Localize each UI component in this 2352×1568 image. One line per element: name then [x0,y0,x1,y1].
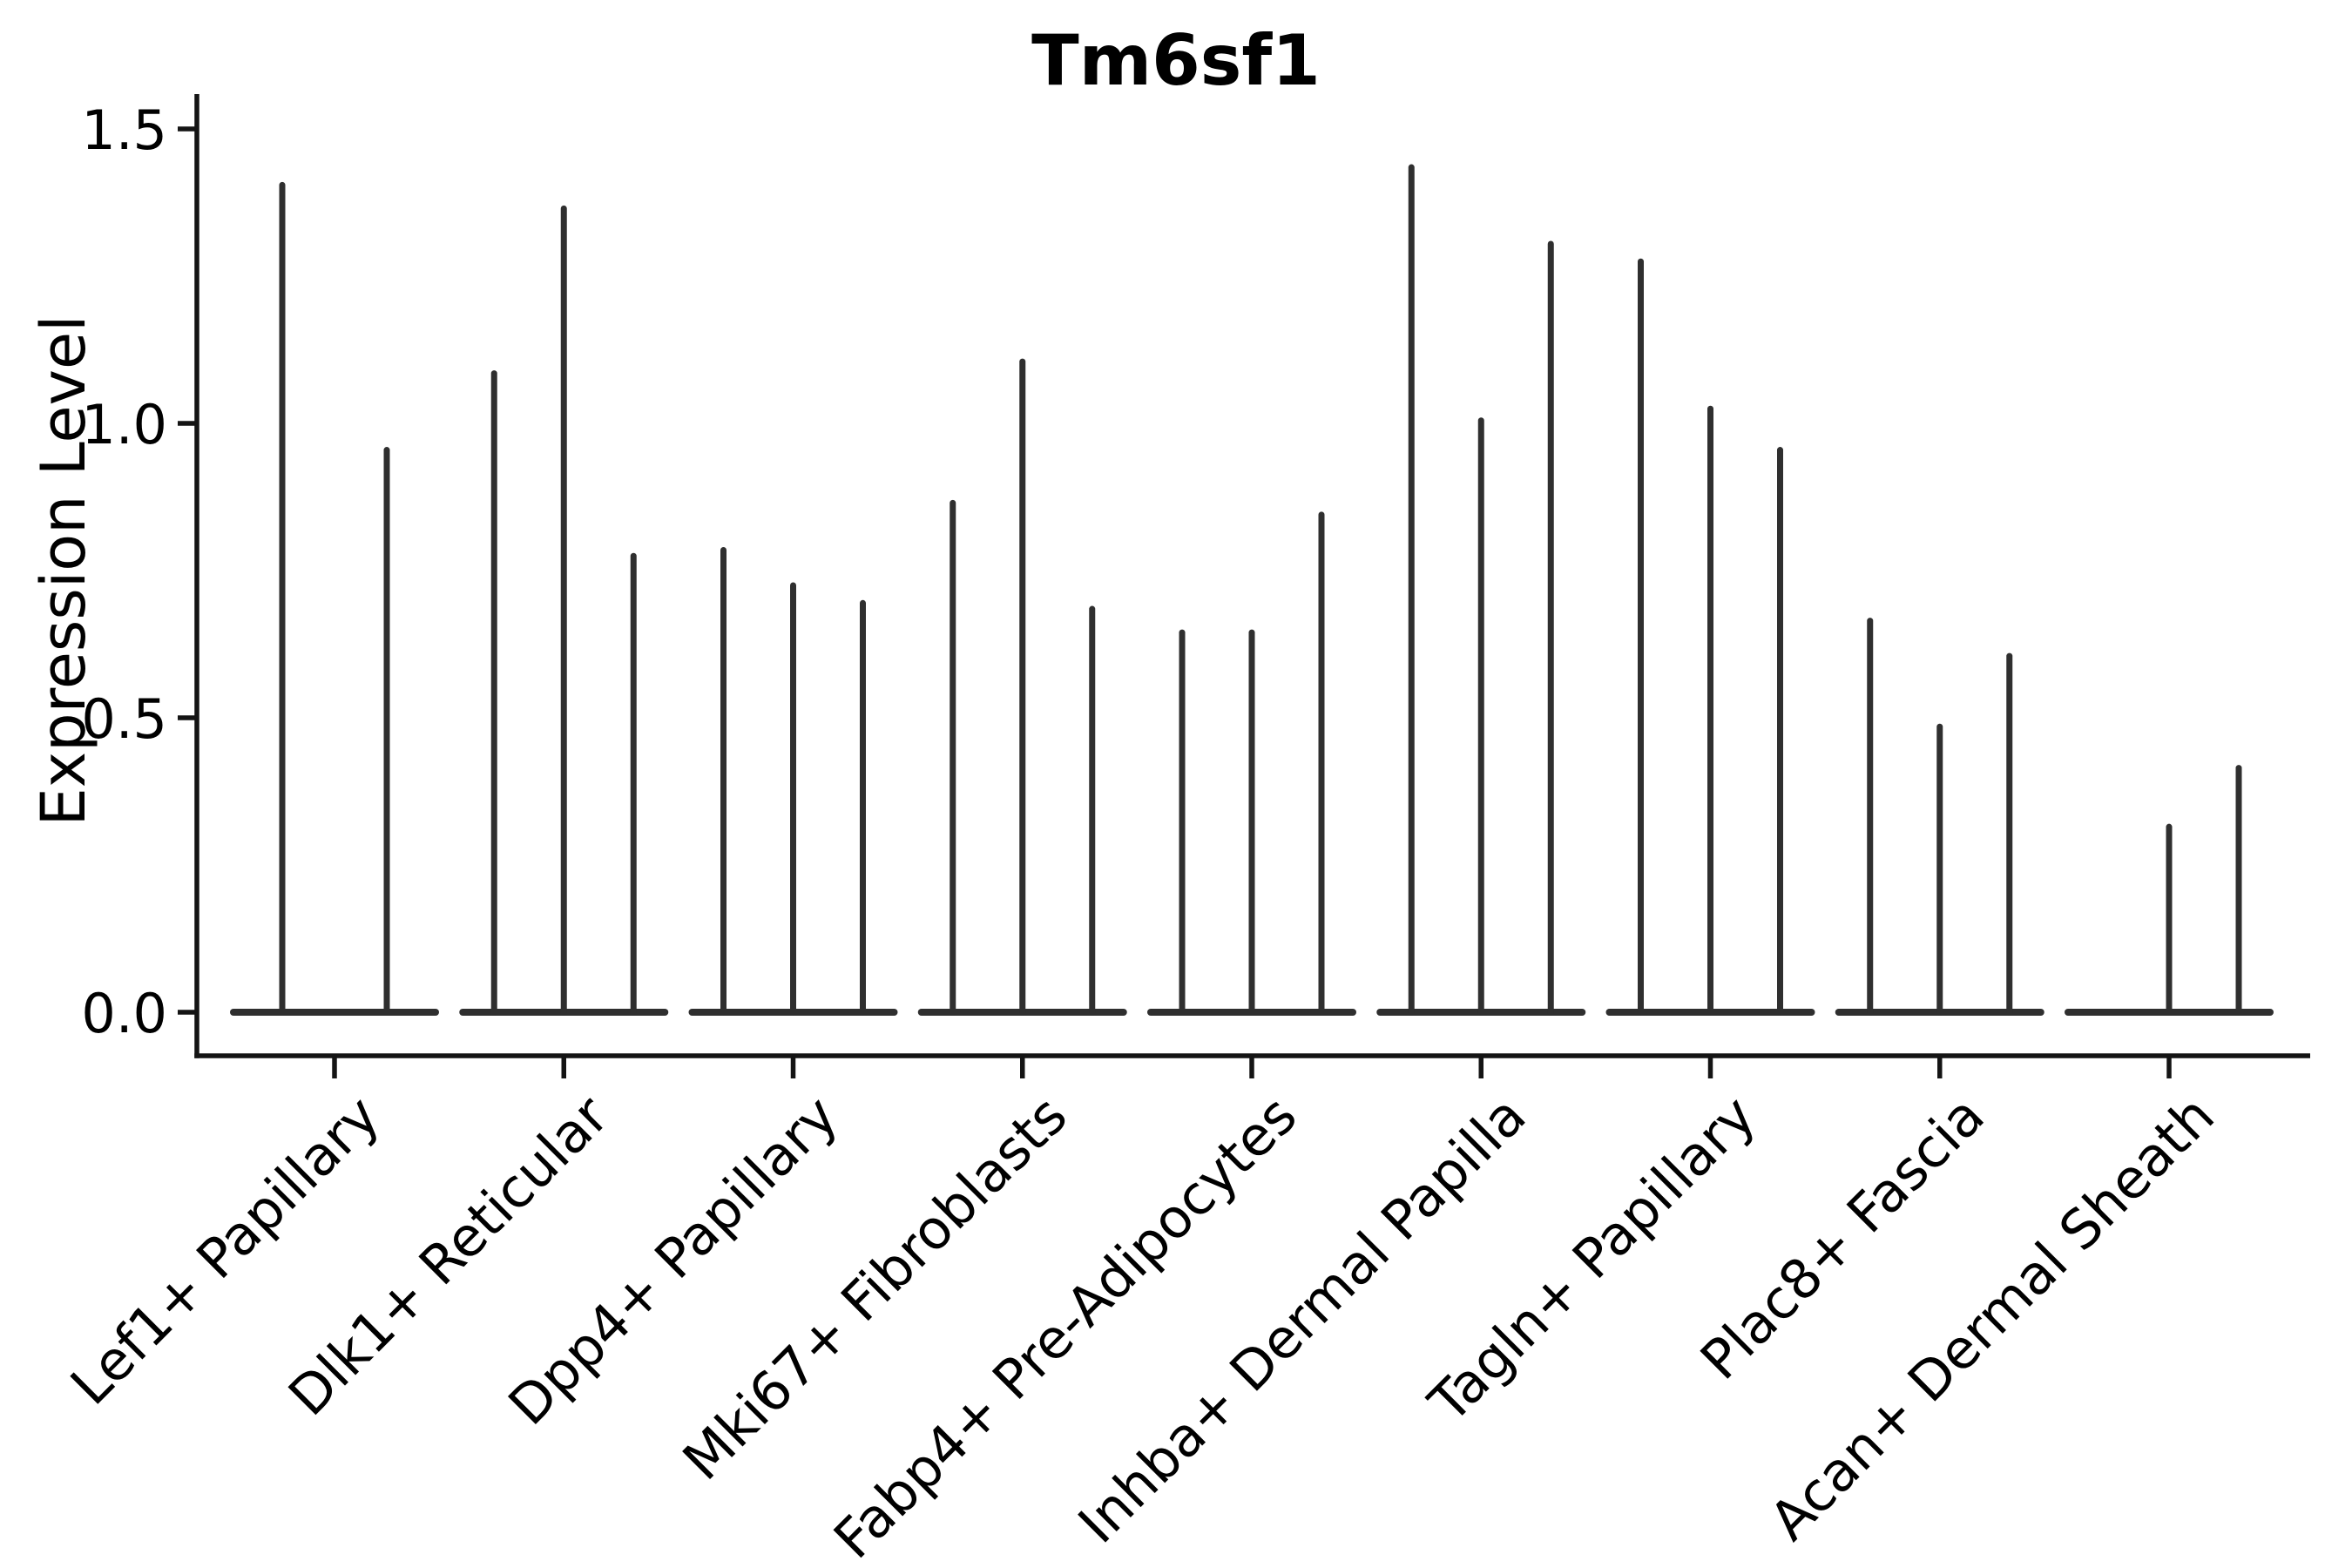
violin-spike [1179,629,1186,1016]
violin-spike [630,552,637,1016]
y-tick-label: 1.0 [81,393,167,456]
violin-spike [279,181,286,1017]
violin-spike [1547,240,1554,1016]
y-tick-label: 0.5 [81,687,167,751]
violin-spike [383,447,390,1016]
violin-spike [560,205,567,1016]
violin-spike [790,582,796,1016]
violin-spike [2006,652,2013,1016]
violin-spike [490,370,497,1016]
y-tick-label: 0.0 [81,982,167,1045]
violin-spike [1477,417,1484,1016]
violin-spike [1638,258,1644,1017]
violin-spike [1867,618,1874,1016]
violin-spike [1936,723,1943,1016]
violin-spike [1089,605,1096,1016]
violin-spike [720,546,727,1016]
violin-spike [1707,405,1713,1017]
violin-spike [2166,823,2173,1016]
violin-spike [1318,511,1325,1016]
violin-spike [1019,358,1026,1016]
chart-title: Tm6sf1 [1031,20,1321,101]
violin-spike [860,599,866,1016]
violin-base [230,1009,439,1016]
violin-spike [1777,447,1783,1016]
violin-spike [2235,765,2242,1016]
violin-spike [1408,164,1415,1016]
violin-spike [950,499,956,1016]
violin-spike [1248,629,1255,1016]
y-tick-label: 1.5 [81,98,167,162]
